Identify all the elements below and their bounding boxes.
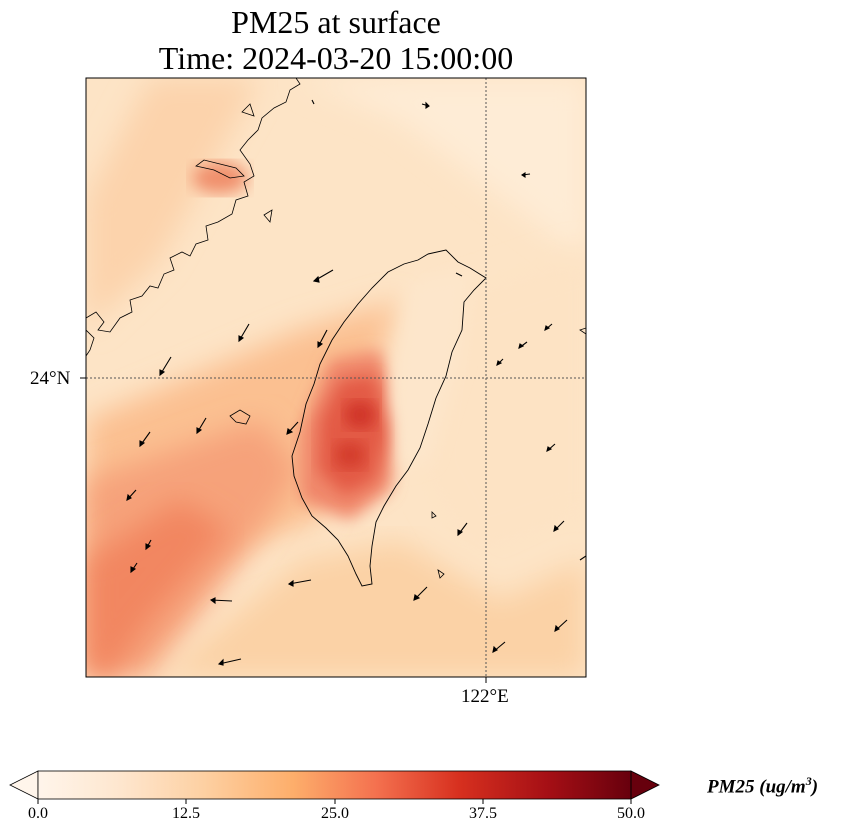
wind-vectors [126, 99, 586, 666]
colorbar-min-extend [9, 770, 39, 800]
map-title: PM25 at surface [231, 4, 441, 40]
pm25-field [86, 78, 586, 677]
colorbar-tick: 12.5 [172, 805, 200, 822]
colorbar-tick: 50.0 [617, 805, 645, 822]
map-figure [80, 77, 587, 683]
colorbar-gradient [38, 771, 631, 799]
lon-tick-label: 122°E [461, 686, 509, 707]
colorbar-label: PM25 (ug/m3) [707, 774, 819, 798]
colorbar-tick: 25.0 [321, 805, 349, 822]
lat-tick-label: 24°N [30, 368, 71, 389]
colorbar-max-extend [630, 770, 660, 800]
taiwan-outline [291, 249, 487, 587]
colorbar-tick: 37.5 [469, 805, 497, 822]
island-outline [195, 159, 245, 179]
colorbar [9, 770, 660, 804]
map-time: Time: 2024-03-20 15:00:00 [158, 40, 514, 76]
colorbar-tick: 0.0 [28, 805, 48, 822]
mainland-coastline [86, 78, 301, 333]
